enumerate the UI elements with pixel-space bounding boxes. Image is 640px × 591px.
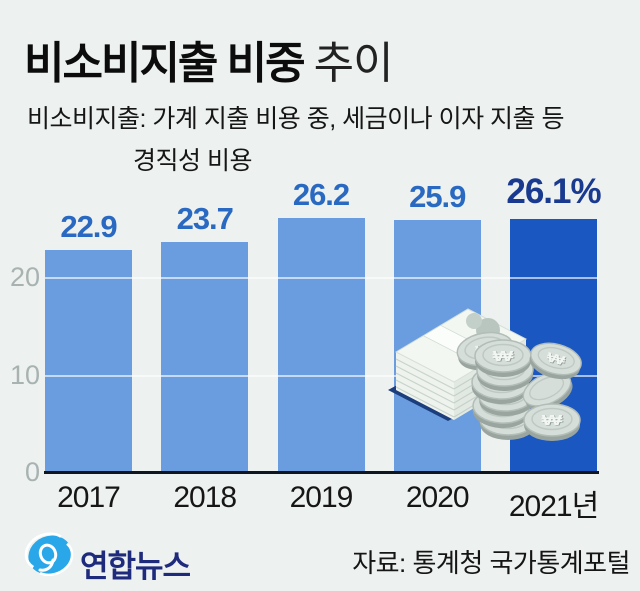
bar-value-label: 25.9 <box>409 179 466 215</box>
x-axis-label: 2020 <box>405 481 470 514</box>
logo-text: 연합뉴스 <box>80 549 191 584</box>
loose-coins-icon: ₩ ₩ ₩ ₩ <box>517 337 586 442</box>
won-symbol: ₩ <box>546 350 568 369</box>
won-symbol: ₩ <box>545 349 567 368</box>
money-icon: ₩ ₩ ₩ ₩ ₩ ₩ ₩ ₩ <box>388 308 586 442</box>
won-symbol: ₩ <box>494 348 515 365</box>
won-symbol: ₩ <box>542 411 563 428</box>
page-title: 비소비지출 비중 추이 <box>24 27 394 91</box>
gridline-20 <box>45 277 598 279</box>
title-main: 비소비지출 비중 <box>24 39 306 88</box>
bar-2017 <box>45 249 132 473</box>
bar-value-label: 26.1% <box>506 171 601 211</box>
bar-value-label: 23.7 <box>176 200 234 236</box>
source-credit: 자료: 통계청 국가통계포털 <box>352 548 630 578</box>
subtitle-line-2: 경직성 비용 <box>133 147 252 175</box>
x-axis-line <box>44 471 599 474</box>
won-symbol: ₩ <box>493 347 514 364</box>
x-axis-label: 2017 <box>57 481 121 514</box>
bar-2019 <box>277 217 365 473</box>
won-symbol: ₩ <box>543 412 564 429</box>
y-axis-tick-0: 0 <box>24 457 40 487</box>
gridline-10 <box>45 374 598 377</box>
subtitle-line-1: 비소비지출: 가계 지출 비용 중, 세금이나 이자 지출 등 <box>27 105 564 133</box>
coin-stack-icon: ₩ ₩ ₩ ₩ <box>453 327 537 441</box>
x-axis-label: 2019 <box>289 481 354 514</box>
x-axis-label: 2018 <box>173 481 237 514</box>
y-axis-tick-10: 10 <box>9 359 40 390</box>
y-axis-tick-20: 20 <box>9 262 40 292</box>
yonhap-logo-icon <box>24 532 74 577</box>
bar-value-label: 26.2 <box>292 176 350 212</box>
bar-value-label: 22.9 <box>60 208 117 244</box>
title-sub: 추이 <box>313 39 394 88</box>
x-axis-label: 2021년 <box>508 490 599 523</box>
bar-2018 <box>161 241 249 473</box>
